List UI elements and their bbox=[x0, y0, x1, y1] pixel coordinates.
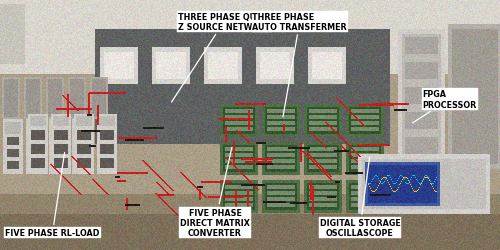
Text: THREE PHASE QUASI
Z SOURCE NETWORK: THREE PHASE QUASI Z SOURCE NETWORK bbox=[172, 12, 271, 103]
Text: FIVE PHASE RL-LOAD: FIVE PHASE RL-LOAD bbox=[6, 153, 100, 238]
Text: FPGA
PROCESSOR: FPGA PROCESSOR bbox=[412, 90, 477, 124]
Text: FIVE PHASE
DIRECT MATRIX
CONVERTER: FIVE PHASE DIRECT MATRIX CONVERTER bbox=[180, 148, 250, 238]
Text: DIGITAL STORAGE
OSCILLASCOPE: DIGITAL STORAGE OSCILLASCOPE bbox=[320, 158, 400, 238]
Text: THREE PHASE
AUTO TRANSFERMER: THREE PHASE AUTO TRANSFERMER bbox=[252, 12, 347, 117]
